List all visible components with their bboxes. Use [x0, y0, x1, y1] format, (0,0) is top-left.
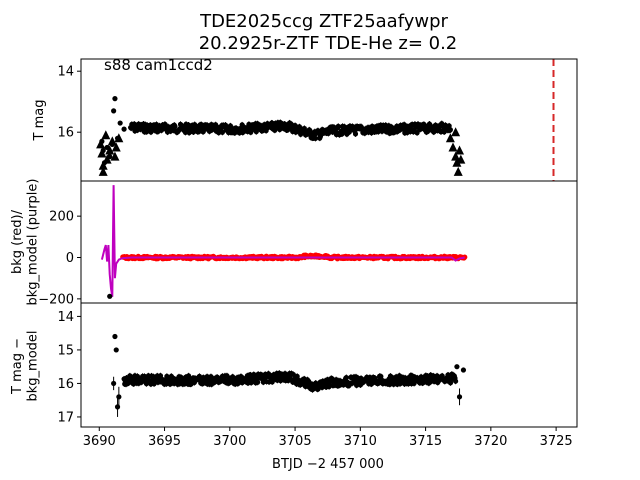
- x-axis-label: BTJD −2 457 000: [272, 457, 384, 472]
- x-tick-label: 3725: [540, 434, 573, 449]
- x-tick-label: 3690: [83, 434, 116, 449]
- middle-panel-frame: [80, 180, 578, 304]
- bottom-panel-xticks: 3690 3695 3700 3705 3710 3715 3720 3725: [83, 427, 573, 449]
- upper-limit-marker: [107, 136, 117, 146]
- upper-limit-marker: [451, 151, 461, 161]
- data-point: [117, 120, 123, 126]
- data-point: [172, 123, 178, 129]
- upper-limit-marker: [452, 157, 462, 167]
- data-point: [352, 131, 359, 137]
- data-point: [125, 380, 132, 386]
- chart-title-line1: TDE2025ccg ZTF25aafywpr: [199, 11, 448, 32]
- y-tick-label: −200: [38, 292, 74, 307]
- x-tick-label: 3700: [213, 434, 246, 449]
- upper-limit-marker: [105, 145, 115, 155]
- bottom-panel-data: [107, 293, 467, 417]
- data-point: [335, 123, 341, 129]
- data-point: [178, 374, 184, 380]
- ylabel-line: bkg_model: [26, 330, 41, 401]
- y-tick-label: 17: [57, 410, 74, 425]
- data-point: [114, 404, 121, 410]
- upper-limit-marker: [451, 127, 461, 137]
- chart-title-line2: 20.2925r-ZTF TDE-He z= 0.2: [199, 33, 458, 54]
- middle-panel-data: [100, 185, 468, 297]
- data-point: [116, 394, 122, 400]
- upper-limit-marker: [98, 166, 108, 176]
- panel-top: 14 16 s88 cam1ccd2 T mag: [32, 56, 578, 182]
- y-tick-label: 15: [57, 343, 74, 358]
- data-point: [112, 96, 118, 102]
- panel-bottom: 14 15 16 17 3690 3695 3700 3705 3710 3715 3720 372…: [10, 293, 578, 472]
- y-tick-label: 200: [49, 210, 74, 225]
- upper-limit-marker: [102, 154, 112, 164]
- upper-limit-marker: [445, 133, 455, 143]
- middle-panel-ylabel: bkg (red)/bkg_model (purple): [10, 179, 41, 306]
- data-point: [113, 347, 119, 353]
- data-point: [111, 380, 117, 387]
- data-point: [157, 373, 164, 379]
- upper-limit-marker: [110, 151, 120, 161]
- data-point: [254, 379, 261, 385]
- top-panel-yticks: 14 16: [57, 65, 81, 141]
- x-tick-label: 3710: [344, 434, 377, 449]
- y-tick-label: 14: [57, 310, 74, 325]
- upper-limit-marker: [453, 166, 463, 176]
- panel-middle: 200 0 −200 bkg (red)/bkg_model (purple): [10, 179, 578, 307]
- data-point: [454, 364, 460, 370]
- upper-limit-marker: [455, 145, 465, 155]
- upper-limit-marker: [448, 142, 458, 152]
- bkg-model-line: [100, 185, 465, 297]
- bottom-panel-ylabel: T mag −bkg_model: [10, 330, 41, 401]
- bottom-panel-yticks: 14 15 16 17: [57, 310, 81, 425]
- top-panel-data: [96, 59, 555, 181]
- ylabel-line: bkg_model (purple): [26, 179, 41, 306]
- top-panel-annotation: s88 cam1ccd2: [104, 56, 213, 74]
- ylabel-line: bkg (red)/: [10, 209, 25, 274]
- data-point: [112, 333, 118, 340]
- upper-limit-marker: [97, 148, 107, 158]
- data-point: [414, 130, 420, 136]
- bottom-panel-frame: [80, 302, 578, 428]
- x-tick-label: 3695: [148, 434, 181, 449]
- upper-limit-marker: [456, 154, 466, 164]
- y-tick-label: 16: [57, 377, 74, 392]
- y-tick-label: 16: [57, 126, 74, 141]
- data-point: [312, 135, 319, 141]
- data-point: [107, 293, 113, 299]
- upper-limit-marker: [114, 133, 124, 143]
- ylabel-line: T mag −: [10, 338, 25, 395]
- top-panel-frame: [80, 58, 578, 182]
- upper-limit-marker: [96, 139, 106, 149]
- data-point: [460, 367, 467, 373]
- y-tick-label: 14: [57, 65, 74, 80]
- data-point: [121, 126, 127, 132]
- upper-limit-marker: [98, 160, 108, 170]
- upper-limit-marker: [111, 142, 121, 152]
- data-point: [343, 374, 349, 381]
- data-point: [111, 108, 117, 114]
- top-panel-ylabel: T mag: [32, 100, 47, 142]
- data-point: [453, 378, 459, 384]
- y-tick-label: 0: [66, 251, 74, 266]
- data-point: [456, 394, 463, 400]
- x-tick-label: 3705: [279, 434, 312, 449]
- upper-limit-marker: [101, 130, 111, 140]
- data-point: [219, 129, 226, 135]
- middle-panel-yticks: 200 0 −200: [38, 210, 81, 307]
- x-tick-label: 3720: [474, 434, 507, 449]
- data-point: [230, 374, 236, 380]
- x-tick-label: 3715: [409, 434, 442, 449]
- data-point: [447, 127, 453, 133]
